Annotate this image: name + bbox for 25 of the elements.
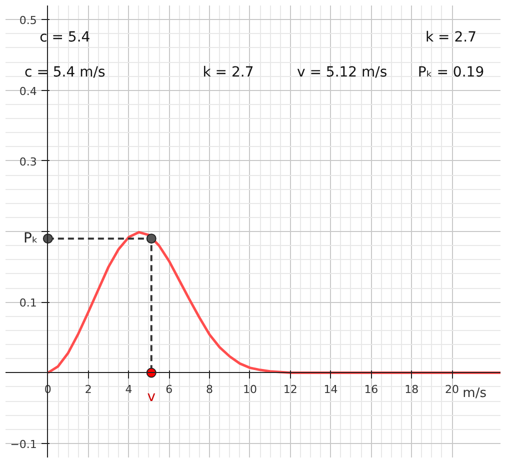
annotation: c = 5.4 m/s — [24, 64, 106, 80]
y-tick-label: −0.1 — [10, 438, 37, 451]
x-tick-label: 8 — [206, 382, 214, 396]
x-tick-label: 6 — [166, 382, 173, 396]
x-tick-label: 4 — [125, 382, 132, 396]
x-tick-label: 16 — [364, 382, 378, 396]
y-tick-label: 0.5 — [19, 14, 37, 28]
x-tick-label: 18 — [404, 382, 419, 396]
annotation: v = 5.12 m/s — [297, 64, 388, 80]
annotation: Pₖ = 0.19 — [418, 64, 484, 80]
y-tick-label: 0.3 — [19, 155, 37, 168]
annotation: c = 5.4 — [40, 30, 90, 46]
annotation: k = 2.7 — [202, 64, 254, 80]
annotation: Pₖ — [24, 230, 38, 247]
y-tick-label: 0.1 — [19, 296, 37, 310]
y-tick-label: 0.4 — [19, 84, 37, 98]
x-axis-title: m/s — [462, 386, 487, 401]
x-tick-label: 20 — [445, 382, 460, 396]
x-tick-label: 10 — [242, 382, 257, 396]
annotation: v — [147, 388, 156, 405]
x-tick-label: 12 — [283, 382, 298, 396]
annotation: k = 2.7 — [426, 30, 477, 46]
x-tick-label: 2 — [84, 382, 92, 396]
x-tick-label: 14 — [324, 382, 338, 396]
line-series — [46, 230, 500, 374]
